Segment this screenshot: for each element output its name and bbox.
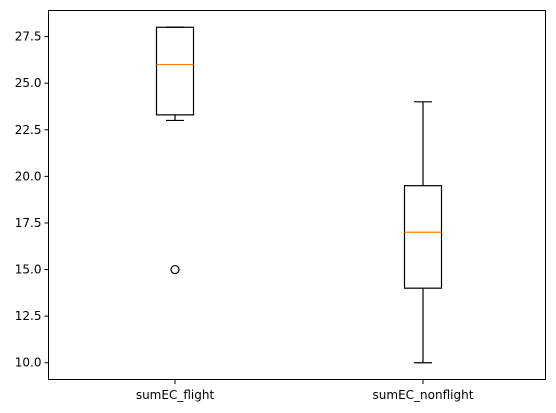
plot-area <box>155 26 443 364</box>
y-tick-label: 22.5 <box>15 123 42 137</box>
axes-frame <box>48 10 546 380</box>
y-tick-label: 15.0 <box>15 263 42 277</box>
x-axis: sumEC_flight sumEC_nonflight <box>136 380 474 402</box>
y-tick-label: 10.0 <box>15 356 42 370</box>
y-tick-label: 12.5 <box>15 309 42 323</box>
box-sumEC_nonflight <box>403 101 443 364</box>
y-tick-label: 25.0 <box>15 76 42 90</box>
y-tick-label: 20.0 <box>15 169 42 183</box>
y-axis: 10.0 12.5 15.0 17.5 20.0 22.5 25.0 27.5 <box>15 30 49 370</box>
iqr-box <box>403 185 443 289</box>
box-sumEC_flight <box>155 26 195 275</box>
x-tick-label-sumEC_nonflight: sumEC_nonflight <box>373 388 474 402</box>
iqr-box <box>155 26 195 116</box>
y-tick-label: 27.5 <box>15 30 42 44</box>
outlier-point <box>170 264 180 275</box>
y-tick-label: 17.5 <box>15 216 42 230</box>
x-tick-label-sumEC_flight: sumEC_flight <box>136 388 215 402</box>
